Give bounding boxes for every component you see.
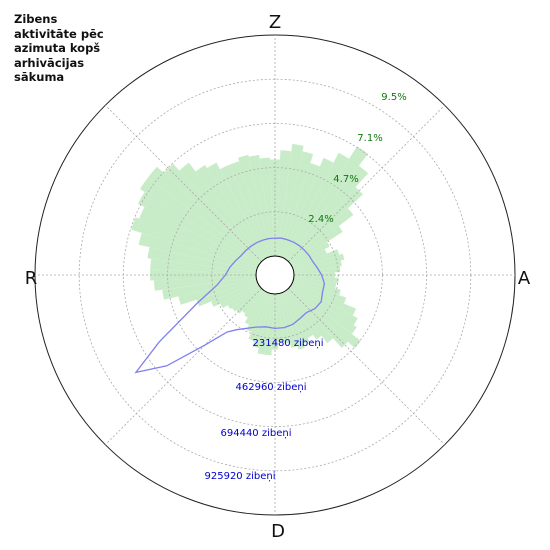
page-title: Zibens aktivitāte pēc azimuta kopš arhiv… (14, 12, 124, 85)
percent-bar (293, 253, 345, 271)
percent-ring-label: 4.7% (333, 174, 358, 185)
percent-bar (283, 152, 350, 259)
percent-bar (279, 151, 314, 257)
percent-bar (178, 279, 257, 305)
title-line-4: arhivācijas (14, 55, 85, 70)
percent-bar (139, 177, 260, 265)
title-line-5: sākuma (14, 70, 65, 84)
percent-bar (291, 282, 357, 316)
percent-bar (291, 249, 327, 268)
percent-bar (229, 161, 270, 258)
count-series-line (134, 237, 326, 374)
percent-bar (252, 293, 271, 348)
percent-bar (150, 258, 257, 275)
percent-bar (162, 277, 257, 300)
percent-bar (196, 280, 258, 307)
percent-bar (293, 279, 341, 296)
percent-bar (293, 266, 341, 275)
center-circle (255, 255, 295, 295)
percent-bar (282, 157, 334, 259)
percent-bar (248, 292, 270, 341)
grid-spoke (288, 105, 445, 262)
percent-bar (280, 163, 320, 258)
percent-bar (147, 247, 257, 273)
percent-bar (280, 292, 306, 350)
percent-bar (286, 165, 369, 261)
percent-bar (257, 293, 273, 355)
count-ring-label: 231480 zibeņi (253, 338, 324, 349)
chart-labels: Z A D R 2.4% 4.7% 7.1% 9.5% 231480 zibeņi 462… (25, 12, 531, 542)
percent-bar (283, 291, 314, 338)
percent-bar (231, 286, 261, 312)
polar-grid (34, 34, 516, 516)
percent-bar (259, 157, 275, 257)
count-ring-label: 925920 zibeņi (205, 471, 276, 482)
percent-bar (179, 162, 264, 261)
compass-south-label: D (271, 521, 285, 542)
percent-bar (282, 291, 310, 345)
compass-north-label: Z (269, 12, 281, 33)
compass-west-label: R (25, 268, 38, 289)
percent-bar (293, 277, 337, 289)
percent-bar (289, 286, 361, 349)
grid-spoke (105, 105, 262, 262)
percent-bar (137, 191, 259, 267)
percent-bar (131, 217, 258, 270)
title-line-2: aktivitāte pēc (14, 26, 104, 41)
percent-bar (264, 293, 275, 356)
percent-bar (227, 285, 260, 310)
percent-bar (290, 285, 357, 335)
percent-bar (293, 275, 339, 284)
percent-bar (244, 290, 265, 318)
percent-bar (206, 162, 267, 259)
percent-bar (238, 154, 271, 257)
percent-bar (211, 282, 259, 307)
count-ring-label: 462960 zibeņi (236, 382, 307, 393)
percent-ring-label: 9.5% (381, 92, 406, 103)
percent-bar (291, 241, 330, 267)
percent-bar (277, 143, 304, 257)
percent-bar (246, 291, 268, 333)
percent-bar (220, 283, 259, 309)
percent-ring-label: 7.1% (357, 133, 382, 144)
title-line-1: Zibens (14, 12, 58, 26)
percent-bar (275, 150, 292, 257)
percent-bar (153, 275, 257, 291)
percent-bar (292, 249, 340, 270)
percent-bar (289, 208, 354, 264)
compass-east-label: A (518, 268, 531, 289)
percent-bar (242, 289, 264, 314)
percent-bar (271, 293, 279, 350)
percent-bar (279, 293, 298, 348)
percent-bar (286, 289, 334, 344)
percent-bar (139, 207, 259, 268)
percent-bar (292, 280, 347, 304)
percent-bar (293, 260, 342, 273)
percent-bar (285, 146, 368, 260)
percent-bar (290, 226, 343, 265)
percent-bar (277, 293, 290, 344)
count-ring-label: 694440 zibeņi (221, 428, 292, 439)
grid-spoke (105, 288, 262, 445)
title-line-3: azimuta kopš (14, 41, 101, 55)
percent-bar (219, 164, 268, 259)
percent-bar (248, 154, 273, 257)
percent-ring-label: 2.4% (308, 214, 333, 225)
percent-bar (291, 283, 358, 326)
grid-spoke (288, 288, 445, 445)
percent-bar (138, 232, 257, 271)
percent-bar (244, 291, 267, 325)
percent-bar (147, 166, 261, 264)
percent-bar (195, 164, 265, 260)
percent-bar (275, 293, 284, 343)
